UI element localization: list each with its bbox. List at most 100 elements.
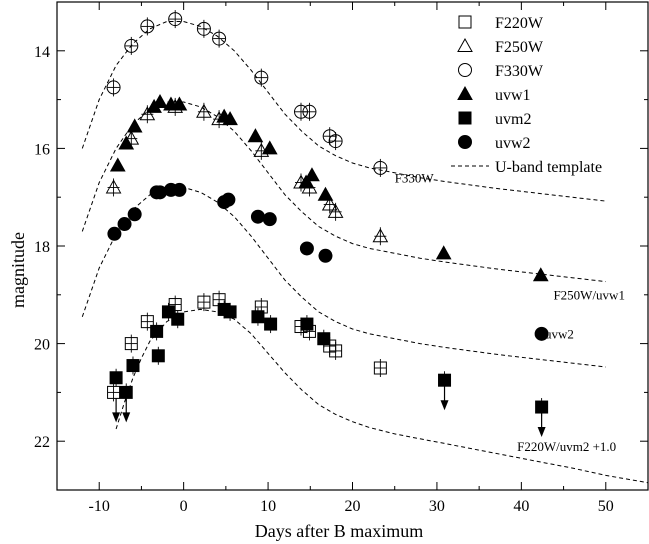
legend-marker-uvw2 — [458, 135, 472, 149]
point-uvm2-12 — [317, 332, 331, 346]
point-uvm2-4 — [151, 349, 165, 363]
point-F250W-2 — [139, 106, 156, 121]
legend-label-template: U-band template — [495, 159, 602, 176]
point-uvw2-12 — [318, 248, 333, 263]
point-F250W-10 — [327, 203, 344, 218]
point-F330W-10 — [328, 134, 343, 149]
point-F330W-4 — [196, 21, 211, 36]
annotation-2: uvw2 — [545, 327, 574, 342]
point-F220W-3 — [168, 298, 182, 312]
point-uvm2-6 — [171, 312, 185, 326]
x-tick-label: 50 — [598, 498, 614, 515]
point-uvw1-13 — [317, 186, 334, 201]
error-bars — [107, 10, 546, 438]
plot-frame — [56, 1, 649, 491]
x-tick-label: 30 — [429, 498, 445, 515]
point-uvw2-13 — [534, 326, 549, 341]
point-uvw2-10 — [262, 212, 277, 227]
point-F330W-1 — [124, 38, 139, 53]
legend-marker-uvw1 — [457, 85, 473, 100]
annotation-0: F330W — [395, 171, 435, 186]
point-F330W-6 — [254, 70, 269, 85]
y-axis-label: magnitude — [8, 232, 28, 308]
point-uvm2-11 — [300, 317, 314, 331]
legend-label-F250W: F250W — [495, 39, 544, 56]
point-uvm2-14 — [535, 400, 549, 414]
template-curves — [81, 21, 649, 484]
point-uvw1-15 — [532, 267, 549, 282]
legend: F220W F250W F330W uvw1 uvm2 uvw2 U-band templa… — [451, 15, 602, 176]
point-F330W-7 — [293, 104, 308, 119]
annotation-3: F220W/uvm2 +1.0 — [517, 439, 616, 454]
point-F250W-1 — [123, 130, 140, 145]
point-F250W-4 — [196, 103, 212, 118]
point-F220W-2 — [140, 315, 154, 329]
point-uvw1-4 — [152, 94, 168, 109]
axes — [56, 1, 649, 491]
point-F220W-4 — [197, 295, 211, 309]
point-uvw2-6 — [172, 182, 187, 197]
point-F220W-1 — [124, 337, 138, 351]
legend-marker-uvm2 — [458, 111, 472, 125]
x-tick-label: 10 — [260, 498, 276, 515]
point-uvm2-0 — [109, 371, 123, 385]
point-F220W-10 — [329, 344, 343, 358]
legend-marker-F330W — [458, 63, 472, 77]
point-F330W-8 — [302, 104, 317, 119]
point-F330W-2 — [140, 19, 155, 34]
legend-marker-F220W — [458, 15, 472, 29]
point-uvw2-0 — [107, 226, 122, 241]
point-F250W-0 — [105, 179, 122, 194]
limit-arrow-head-2 — [440, 400, 449, 411]
point-F330W-3 — [168, 12, 183, 27]
limit-arrow-head-0 — [112, 412, 121, 423]
legend-marker-F250W — [457, 37, 473, 52]
point-uvm2-2 — [126, 359, 140, 373]
point-uvw1-8 — [222, 111, 238, 126]
point-uvm2-3 — [150, 324, 164, 338]
y-tick-label: 14 — [34, 44, 50, 61]
point-F220W-11 — [373, 361, 387, 375]
legend-label-F330W: F330W — [495, 63, 544, 80]
point-uvw1-14 — [435, 245, 452, 260]
point-uvw2-8 — [221, 192, 236, 207]
point-F220W-0 — [107, 385, 121, 399]
y-tick-label: 18 — [34, 239, 50, 256]
x-tick-label: 40 — [513, 498, 529, 515]
point-uvw1-9 — [247, 128, 264, 143]
point-F330W-0 — [106, 80, 121, 95]
point-F250W-9 — [321, 196, 338, 211]
legend-label-uvw1: uvw1 — [495, 87, 531, 104]
legend-label-F220W: F220W — [495, 15, 544, 32]
x-tick-label: -10 — [89, 498, 110, 515]
point-uvw1-6 — [171, 96, 188, 111]
point-uvw2-2 — [127, 207, 142, 222]
limit-arrow-head-3 — [537, 427, 546, 438]
x-tick-label: 20 — [345, 498, 361, 515]
point-uvw1-12 — [304, 167, 320, 182]
x-axis-label: Days after B maximum — [255, 521, 423, 541]
template-curve-0 — [81, 21, 606, 202]
point-uvw1-1 — [118, 135, 135, 150]
template-curve-2 — [81, 186, 606, 368]
data-points — [105, 12, 549, 414]
y-tick-label: 20 — [34, 337, 50, 354]
point-uvm2-8 — [223, 305, 237, 319]
point-uvw2-11 — [299, 241, 314, 256]
x-tick-label: 0 — [180, 498, 188, 515]
point-uvm2-9 — [251, 310, 265, 324]
point-uvw1-0 — [109, 157, 126, 172]
y-tick-label: 16 — [34, 141, 50, 158]
point-uvw2-1 — [117, 217, 132, 232]
legend-label-uvw2: uvw2 — [495, 135, 531, 152]
point-uvm2-10 — [264, 317, 278, 331]
point-F330W-11 — [373, 160, 388, 175]
point-uvm2-1 — [119, 385, 133, 399]
point-uvw1-2 — [126, 118, 143, 133]
curve-annotations: F330W F250W/uvw1 uvw2 F220W/uvm2 +1.0 — [395, 171, 625, 454]
y-tick-label: 22 — [34, 434, 50, 451]
point-uvm2-13 — [438, 373, 452, 387]
point-uvw1-10 — [261, 140, 278, 155]
point-uvw2-9 — [250, 209, 265, 224]
